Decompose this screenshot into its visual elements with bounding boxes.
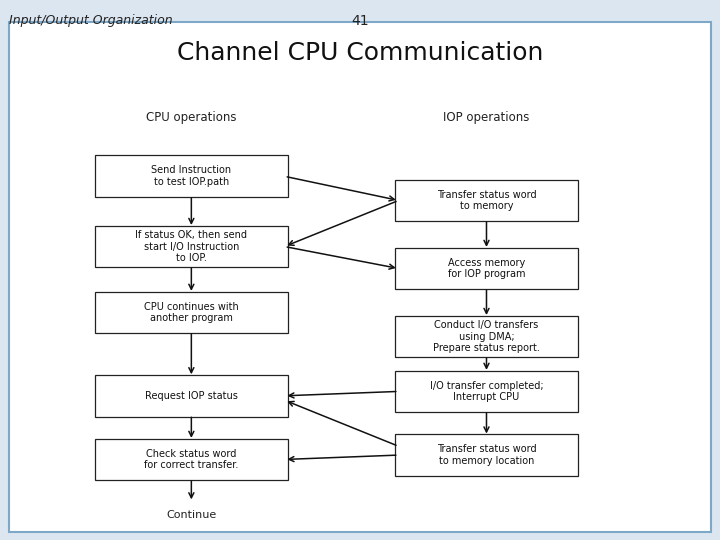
Text: Conduct I/O transfers
using DMA;
Prepare status report.: Conduct I/O transfers using DMA; Prepare… — [433, 320, 540, 353]
Text: I/O transfer completed;
Interrupt CPU: I/O transfer completed; Interrupt CPU — [430, 381, 544, 402]
FancyBboxPatch shape — [95, 292, 288, 333]
Text: 41: 41 — [351, 14, 369, 28]
FancyBboxPatch shape — [95, 438, 288, 480]
Text: Continue: Continue — [166, 510, 217, 521]
FancyBboxPatch shape — [395, 248, 578, 289]
Text: Check status word
for correct transfer.: Check status word for correct transfer. — [144, 449, 238, 470]
Text: CPU continues with
another program: CPU continues with another program — [144, 301, 239, 323]
FancyBboxPatch shape — [95, 156, 288, 197]
FancyBboxPatch shape — [395, 370, 578, 412]
Text: IOP operations: IOP operations — [444, 111, 530, 124]
Text: Access memory
for IOP program: Access memory for IOP program — [448, 258, 525, 279]
FancyBboxPatch shape — [95, 375, 288, 417]
Text: If status OK, then send
start I/O Instruction
to IOP.: If status OK, then send start I/O Instru… — [135, 230, 248, 263]
FancyBboxPatch shape — [395, 434, 578, 476]
Text: CPU operations: CPU operations — [146, 111, 237, 124]
Text: Transfer status word
to memory: Transfer status word to memory — [436, 190, 536, 211]
Text: Channel CPU Communication: Channel CPU Communication — [177, 40, 543, 65]
Text: Send Instruction
to test IOP.path: Send Instruction to test IOP.path — [151, 165, 231, 187]
FancyBboxPatch shape — [95, 226, 288, 267]
FancyBboxPatch shape — [395, 316, 578, 357]
Text: Request IOP status: Request IOP status — [145, 391, 238, 401]
Text: Input/Output Organization: Input/Output Organization — [9, 14, 172, 27]
FancyBboxPatch shape — [395, 180, 578, 221]
Text: Transfer status word
to memory location: Transfer status word to memory location — [436, 444, 536, 466]
